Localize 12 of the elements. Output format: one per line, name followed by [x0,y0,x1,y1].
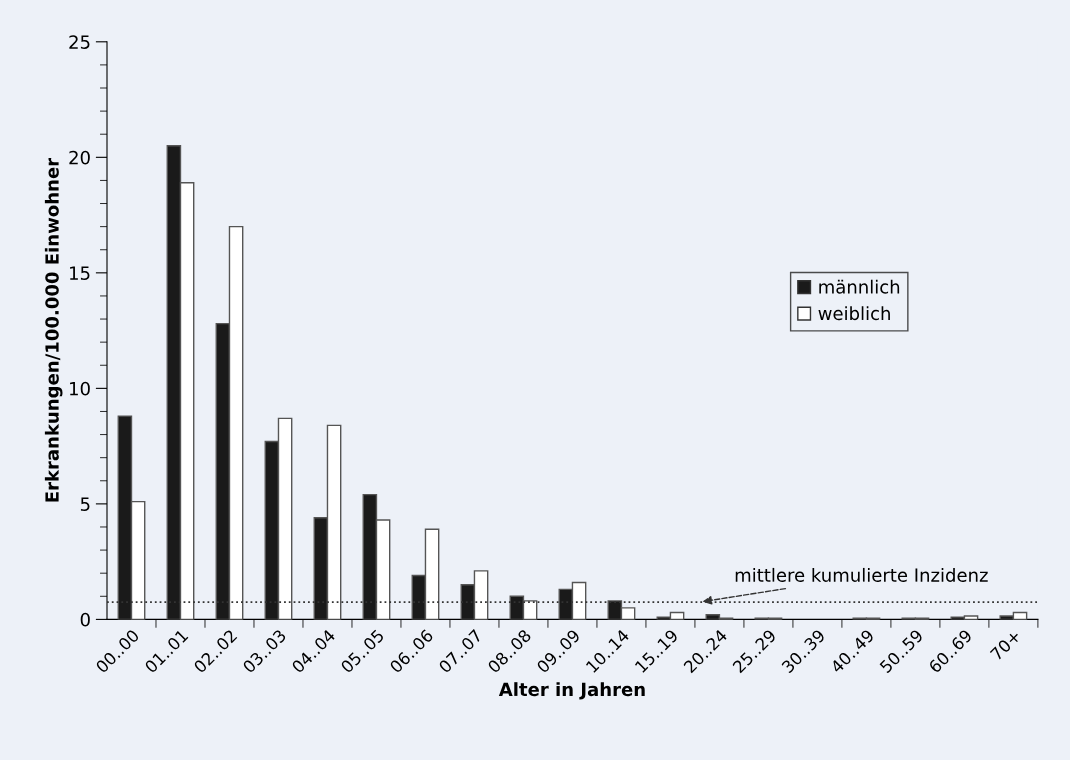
y-tick-label: 20 [69,150,90,165]
y-tick-label: 25 [69,35,90,49]
ref-line-label: mittlere kumulierte Inzidenz [735,567,988,582]
x-axis-title: Alter in Jahren [498,682,645,700]
y-axis-title: Erkrankungen/100.000 Einwohner [44,157,63,502]
legend-label: weiblich [818,306,890,321]
x-tick-label: 70+ [989,629,1022,661]
y-tick-label: 5 [80,497,90,511]
y-tick-label: 10 [70,381,90,396]
y-tick-label: 15 [70,266,90,280]
y-tick-label: 0 [80,612,90,627]
legend-label: männlich [819,279,900,294]
